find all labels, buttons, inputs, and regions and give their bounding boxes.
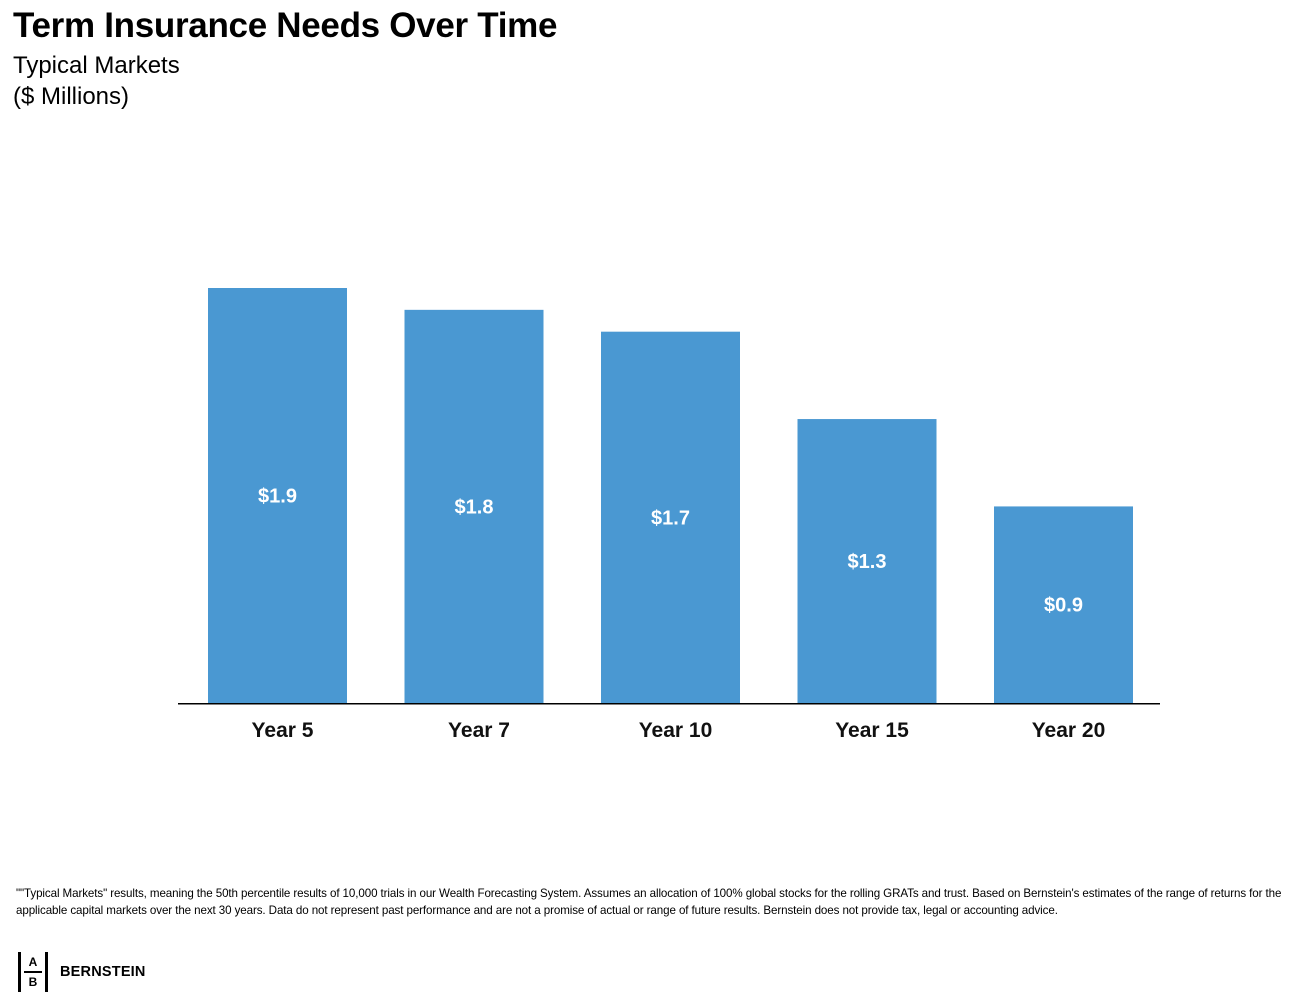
data-label: $1.7 [651,507,690,529]
x-tick-label: Year 20 [1032,719,1106,742]
x-tick-label: Year 5 [252,719,314,742]
chart-subtitle: Typical Markets ($ Millions) [13,50,180,112]
x-tick-label: Year 7 [448,719,510,742]
bar-year-15 [797,419,937,703]
bar-year-5 [208,288,347,703]
logo-mark-top: A [28,955,38,969]
bernstein-logo: A B BERNSTEIN [18,950,146,994]
subtitle-units: ($ Millions) [13,83,130,110]
data-label: $1.9 [258,486,297,508]
footnote: ""Typical Markets" results, meaning the … [16,887,1282,917]
logo-mark-bottom: B [28,975,38,989]
x-tick-label: Year 15 [835,719,909,742]
bar-year-10 [601,331,740,703]
logo-text: BERNSTEIN [60,964,146,980]
bar-year-7 [404,309,544,703]
data-label: $1.8 [455,496,494,518]
ab-logo-mark: A B [18,952,48,992]
data-label: $0.9 [1044,595,1083,617]
bar-year-20 [994,506,1133,703]
chart-title: Term Insurance Needs Over Time [13,6,558,45]
data-label: $1.3 [848,551,887,573]
x-tick-label: Year 10 [639,719,713,742]
subtitle-markets: Typical Markets [13,52,180,79]
